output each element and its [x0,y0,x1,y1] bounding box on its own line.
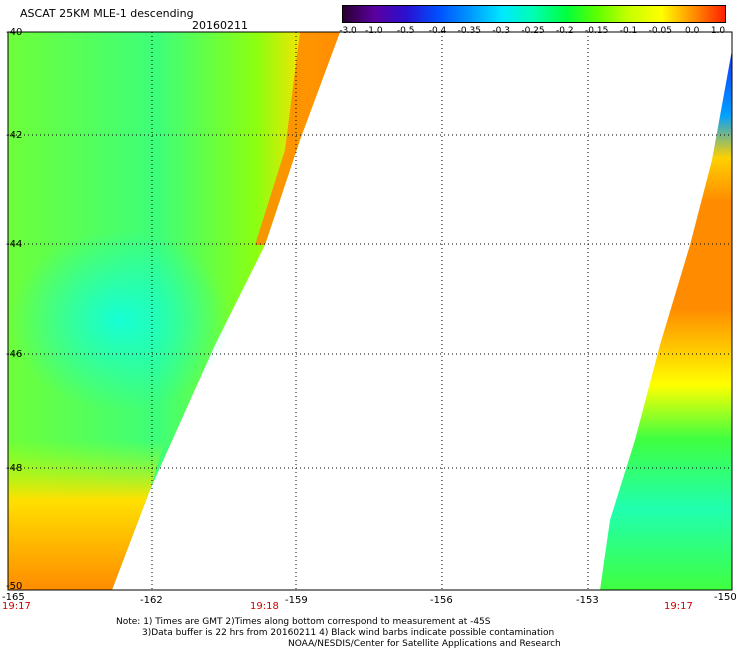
colorbar [342,5,726,23]
colorbar-tick-label: -0.2 [556,26,574,36]
lat-label: -42 [6,130,23,141]
colorbar-tick-label: -0.15 [585,26,609,36]
time-label: 19:18 [250,601,279,612]
lat-label: -50 [6,581,23,592]
lon-label: -165 [2,592,25,603]
lat-label: -46 [6,349,23,360]
lon-label: -150 [714,592,737,603]
colorbar-tick-label: -0.05 [648,26,672,36]
lon-label: -162 [140,595,163,606]
note-line: 3)Data buffer is 22 hrs from 20160211 4)… [142,628,555,638]
graticule [8,32,732,590]
left-swath [8,32,340,590]
colorbar-tick-label: -0.3 [492,26,510,36]
colorbar-gradient [343,6,725,22]
lat-label: -40 [6,27,23,38]
note-line: Note: 1) Times are GMT 2)Times along bot… [116,617,491,627]
note-line: NOAA/NESDIS/Center for Satellite Applica… [288,639,561,649]
right-swath-fill [600,50,732,590]
lat-label: -48 [6,463,23,474]
product-date: 20160211 [192,19,248,32]
lon-label: -159 [285,595,308,606]
colorbar-tick-label: 1.0 [710,26,726,36]
colorbar-tick-label: -0.35 [457,26,481,36]
right-swath [600,50,732,590]
left-swath-south-orange [8,440,165,590]
colorbar-tick-label: -0.25 [521,26,545,36]
lon-label: -153 [576,595,599,606]
lon-label: -156 [430,595,453,606]
colorbar-tick-label: -1.0 [365,26,383,36]
colorbar-tick-label: -3.0 [339,26,357,36]
time-label: 19:17 [2,601,31,612]
left-swath-cyan-region [10,230,230,410]
colorbar-tick-label: -0.1 [619,26,638,36]
colorbar-tick-label: 0.0 [684,26,700,36]
colorbar-tick-label: -0.4 [428,26,447,36]
lat-label: -44 [6,239,23,250]
left-swath-orange-edge [255,32,340,245]
time-label: 19:17 [664,601,693,612]
colorbar-tick-label: -0.5 [396,26,415,36]
map-frame [7,31,733,591]
product-title: ASCAT 25KM MLE-1 descending [20,7,194,20]
